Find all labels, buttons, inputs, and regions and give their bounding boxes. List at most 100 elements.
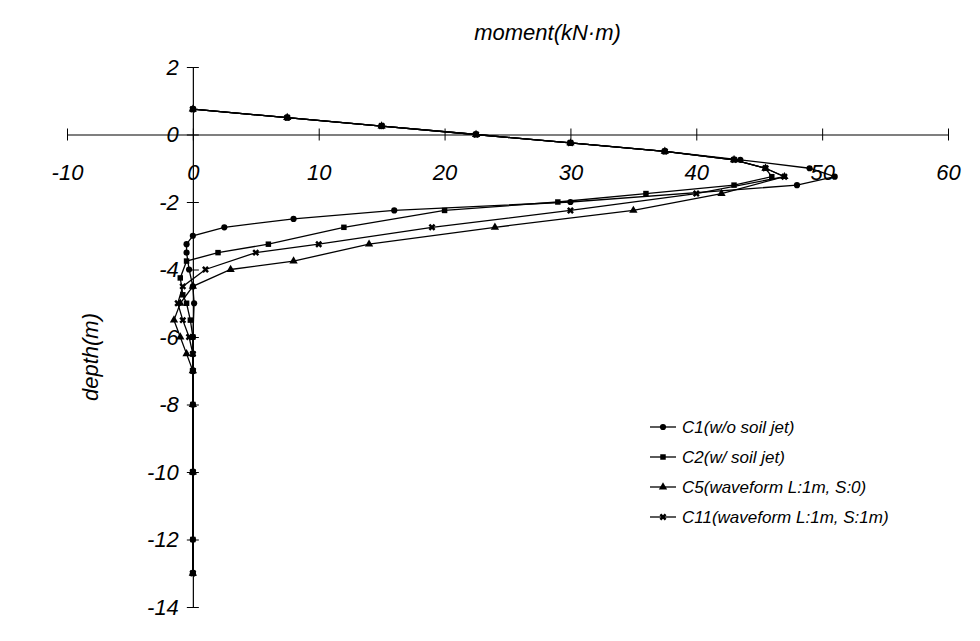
series-line xyxy=(174,109,784,573)
legend-item: C2(w/ soil jet) xyxy=(650,448,785,467)
y-tick: 0 xyxy=(167,122,199,147)
series-marker xyxy=(251,247,261,257)
series-marker xyxy=(183,241,189,247)
series-marker xyxy=(341,225,346,230)
series-marker xyxy=(567,199,573,205)
series-marker xyxy=(806,165,812,171)
x-tick-mark xyxy=(696,129,697,141)
y-tick: -14 xyxy=(147,595,199,620)
series-marker xyxy=(832,174,838,180)
series-marker xyxy=(191,300,197,306)
y-tick-label: 2 xyxy=(166,55,179,80)
x-tick: -10 xyxy=(52,129,85,186)
series-marker xyxy=(427,222,437,232)
y-tick: -2 xyxy=(159,190,199,215)
series-marker xyxy=(184,301,189,306)
series-marker xyxy=(365,239,373,246)
series-marker xyxy=(290,216,296,222)
x-tick-mark xyxy=(445,129,446,141)
series-marker xyxy=(282,112,292,122)
series-marker xyxy=(266,241,271,246)
x-tick: 10 xyxy=(307,129,332,186)
y-tick: -12 xyxy=(147,527,199,552)
series-marker xyxy=(188,568,198,578)
x-tick: 60 xyxy=(936,129,961,186)
series-marker xyxy=(178,281,188,291)
x-tick-label: 20 xyxy=(432,160,458,185)
series-marker xyxy=(178,275,183,280)
y-axis-title: depth(m) xyxy=(78,313,103,401)
series-marker xyxy=(182,349,190,356)
series-marker xyxy=(555,199,560,204)
x-tick: 30 xyxy=(559,129,584,186)
y-tick-label: -8 xyxy=(159,392,179,417)
series-marker xyxy=(391,207,397,213)
series-marker xyxy=(190,233,196,239)
series-marker xyxy=(643,191,648,196)
series-marker xyxy=(188,104,198,114)
series-marker xyxy=(289,256,297,263)
x-tick-label: 40 xyxy=(685,160,710,185)
x-tick-mark xyxy=(319,129,320,141)
series-marker xyxy=(178,315,188,325)
series-marker xyxy=(188,467,198,477)
y-tick-mark xyxy=(187,202,199,203)
series-marker xyxy=(215,250,220,255)
y-tick: -10 xyxy=(147,460,199,485)
y-tick-mark xyxy=(187,607,199,608)
y-tick-label: -12 xyxy=(147,527,179,552)
x-tick-label: 60 xyxy=(936,160,961,185)
series-marker xyxy=(184,258,189,263)
series-marker xyxy=(186,266,192,272)
legend-label: C2(w/ soil jet) xyxy=(682,448,785,467)
legend-item: C5(waveform L:1m, S:0) xyxy=(650,478,866,497)
legend-marker xyxy=(658,512,668,522)
y-tick-label: 0 xyxy=(167,122,180,147)
y-tick-mark xyxy=(187,135,199,136)
series-line xyxy=(187,109,835,573)
x-tick-mark xyxy=(67,129,68,141)
x-axis-title: moment(kN·m) xyxy=(474,20,621,45)
legend-marker xyxy=(660,424,666,430)
x-tick-label: 30 xyxy=(559,160,584,185)
series-marker xyxy=(189,282,197,289)
x-axis-line xyxy=(68,134,949,135)
series-marker xyxy=(188,317,193,322)
series-marker xyxy=(188,366,198,376)
series-marker xyxy=(691,188,701,198)
legend: C1(w/o soil jet) C2(w/ soil jet) C5(wavefo… xyxy=(650,418,889,527)
series-marker xyxy=(660,146,670,156)
series-marker xyxy=(794,182,800,188)
y-tick: 2 xyxy=(166,55,199,80)
series-marker xyxy=(779,171,789,181)
x-tick: 20 xyxy=(432,129,458,186)
series-marker xyxy=(760,163,770,173)
series-marker xyxy=(200,264,210,274)
y-tick-label: -2 xyxy=(159,190,179,215)
legend-marker xyxy=(659,482,667,489)
series-marker xyxy=(184,332,194,342)
y-tick-label: -10 xyxy=(147,460,180,485)
y-tick-label: -4 xyxy=(159,257,179,282)
series-marker xyxy=(183,250,189,256)
y-axis: -14-12-10-8-6-4-202 xyxy=(147,55,199,620)
chart: -100102030405060-14-12-10-8-6-4-202momen… xyxy=(0,0,980,641)
series-marker xyxy=(173,298,183,308)
legend-label: C5(waveform L:1m, S:0) xyxy=(682,478,866,497)
x-tick-label: -10 xyxy=(52,160,85,185)
series-marker xyxy=(629,206,637,213)
series-marker xyxy=(376,121,386,131)
series-marker xyxy=(226,265,234,272)
y-tick-label: -14 xyxy=(147,595,179,620)
series-line xyxy=(180,109,772,573)
x-tick-mark xyxy=(822,129,823,141)
series-marker xyxy=(221,224,227,230)
series-marker xyxy=(170,315,178,322)
legend-marker xyxy=(660,454,665,459)
series-marker xyxy=(442,208,447,213)
legend-item: C1(w/o soil jet) xyxy=(650,418,794,437)
y-tick-mark xyxy=(187,67,199,68)
legend-label: C11(waveform L:1m, S:1m) xyxy=(682,508,889,527)
x-tick-mark xyxy=(948,129,949,141)
series-marker xyxy=(176,332,184,339)
